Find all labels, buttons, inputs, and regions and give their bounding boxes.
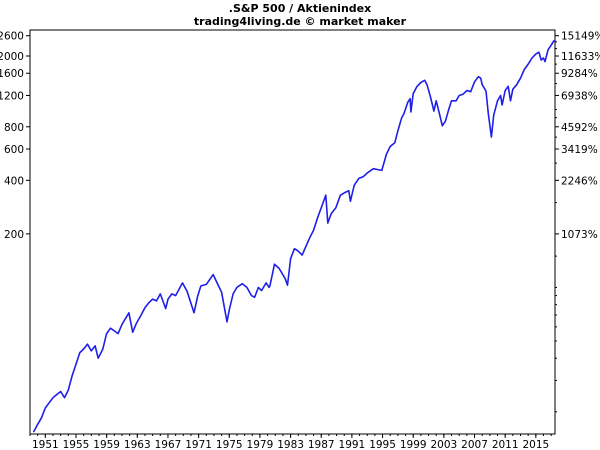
x-tick-label: 2015 <box>522 439 549 450</box>
x-axis: 1951 1955 1959 1963 1967 1971 1975 1979 1983 1987… <box>29 434 552 450</box>
y-left-tick-label: 200 <box>4 229 24 241</box>
y-left-tick-label: 1200 <box>0 90 24 102</box>
x-tick-label: 1971 <box>185 439 212 450</box>
x-tick-label: 2007 <box>461 439 488 450</box>
x-tick-label: 1999 <box>400 439 427 450</box>
plot-area <box>29 29 556 435</box>
y-axis-right: 1073% 2246% 3419% 4592% 6938% 9284% 11633% 1514… <box>555 31 600 413</box>
x-tick-label: 1987 <box>308 439 335 450</box>
x-tick-label: 1967 <box>155 439 182 450</box>
y-right-tick-label: 2246% <box>561 175 598 187</box>
y-left-tick-label: 600 <box>4 144 24 156</box>
y-right-tick-label: 9284% <box>561 68 598 80</box>
x-tick-label: 1975 <box>216 439 243 450</box>
series-layer <box>33 39 556 433</box>
y-right-tick-label: 1073% <box>561 229 598 241</box>
y-left-tick-label: 2600 <box>0 31 24 43</box>
plot-frame <box>29 29 556 435</box>
x-tick-label: 2003 <box>431 439 458 450</box>
y-right-tick-label: 3419% <box>561 144 598 156</box>
x-tick-label: 1979 <box>247 439 274 450</box>
y-left-tick-label: 2000 <box>0 51 24 63</box>
x-tick-label: 1951 <box>32 439 59 450</box>
y-left-tick-label: 400 <box>4 175 24 187</box>
series-line-0 <box>33 39 556 433</box>
x-tick-label: 1995 <box>369 439 396 450</box>
y-left-tick-label: 800 <box>4 122 24 134</box>
y-right-tick-label: 6938% <box>561 90 598 102</box>
y-left-tick-label: 1600 <box>0 68 24 80</box>
y-axis-left: 200 400 600 800 1200 1600 2000 2600 <box>0 31 30 241</box>
x-tick-label: 2011 <box>492 439 519 450</box>
chart-subtitle: trading4living.de © market maker <box>194 15 407 28</box>
x-tick-label: 1991 <box>339 439 366 450</box>
x-tick-label: 1983 <box>277 439 304 450</box>
chart-title: .S&P 500 / Aktienindex <box>229 2 371 15</box>
x-tick-label: 1955 <box>63 439 90 450</box>
x-tick-label: 1963 <box>124 439 151 450</box>
y-right-tick-label: 4592% <box>561 122 598 134</box>
y-right-tick-label: 11633% <box>561 51 600 63</box>
y-right-tick-label: 15149% <box>561 31 600 43</box>
x-tick-label: 1959 <box>93 439 120 450</box>
